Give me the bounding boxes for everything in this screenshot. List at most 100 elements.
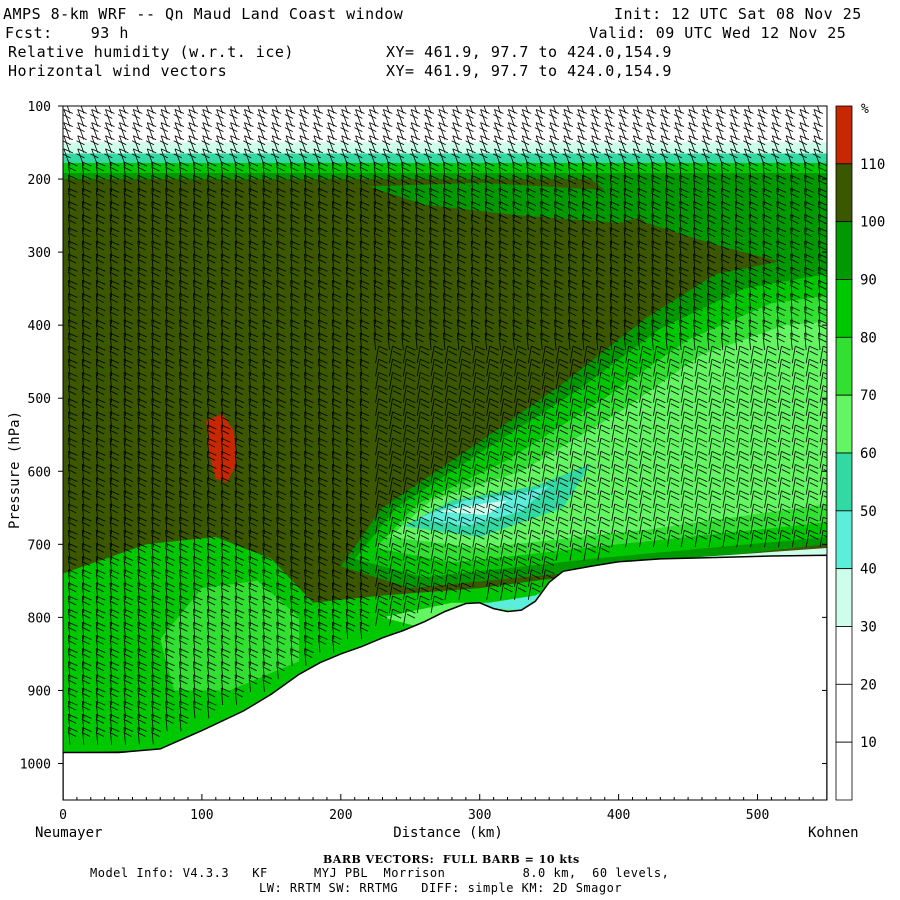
barb-staff	[165, 517, 168, 535]
barb-staff	[193, 293, 196, 311]
barb-staff	[290, 162, 293, 180]
barb-staff	[443, 188, 446, 206]
barb-staff	[165, 556, 168, 574]
barb-flag	[304, 293, 314, 298]
barb-staff	[430, 569, 435, 587]
barb-flag	[123, 718, 132, 724]
barb-flag	[192, 416, 202, 422]
barb-flag	[540, 166, 549, 172]
barb-staff	[193, 240, 196, 258]
barb-flag	[304, 464, 314, 469]
barb-flag	[137, 201, 148, 206]
barb-flag	[179, 556, 189, 561]
barb-flag	[563, 148, 574, 154]
barb-staff	[318, 346, 321, 364]
barb-flag	[145, 114, 155, 119]
barb-flag	[221, 543, 231, 548]
barb-flag	[592, 96, 601, 100]
barb-flag	[109, 464, 120, 469]
barb-flag	[234, 219, 243, 225]
barb-flag	[475, 345, 486, 351]
barb-staff	[344, 106, 349, 114]
barb-flag	[234, 534, 243, 540]
barb-flag	[378, 569, 388, 575]
barb-flag	[123, 214, 134, 220]
barb-flag	[568, 161, 578, 167]
barb-flag	[318, 621, 328, 627]
barb-flag	[165, 227, 175, 233]
barb-staff	[331, 530, 335, 548]
barb-flag	[276, 306, 286, 312]
barb-staff	[430, 477, 435, 495]
barb-staff	[554, 332, 557, 351]
barb-staff	[410, 109, 418, 127]
barb-flag	[81, 626, 91, 632]
barb-flag	[328, 96, 337, 100]
barb-flag	[545, 495, 555, 501]
barb-staff	[387, 214, 390, 232]
barb-flag	[207, 556, 217, 561]
barb-flag	[221, 240, 231, 246]
barb-flag	[484, 179, 494, 185]
barb-flag	[81, 192, 91, 198]
barb-flag	[165, 705, 174, 711]
barb-flag	[137, 174, 148, 180]
barb-flag	[165, 556, 175, 561]
barb-flag	[378, 424, 388, 430]
barb-flag	[165, 345, 175, 351]
barb-flag	[520, 114, 530, 119]
barb-flag	[206, 455, 216, 461]
barb-staff	[318, 543, 321, 561]
barb-flag	[392, 543, 402, 548]
barb-staff	[443, 306, 446, 324]
barb-flag	[248, 174, 259, 180]
barb-staff	[151, 425, 154, 443]
barb-flag	[243, 114, 252, 119]
barb-flag	[216, 109, 226, 114]
barb-staff	[165, 411, 168, 429]
barb-flag	[447, 450, 458, 456]
barb-staff	[527, 582, 532, 600]
barb-staff	[165, 201, 168, 219]
barb-flag	[230, 109, 240, 114]
barb-flag	[137, 437, 148, 443]
barb-flag	[359, 561, 369, 566]
barb-staff	[276, 490, 279, 508]
barb-staff	[568, 214, 571, 232]
barb-flag	[332, 529, 342, 535]
barb-staff	[470, 214, 474, 232]
barb-staff	[345, 490, 349, 508]
barb-flag	[248, 358, 259, 364]
barb-flag	[559, 534, 568, 540]
barb-flag	[192, 574, 202, 580]
barb-flag	[151, 285, 160, 290]
barb-flag	[480, 148, 490, 154]
barb-staff	[521, 148, 529, 167]
barb-flag	[109, 713, 120, 719]
barb-flag	[434, 411, 444, 417]
barb-staff	[206, 385, 210, 403]
barb-flag	[540, 306, 550, 312]
barb-flag	[192, 337, 202, 343]
barb-flag	[221, 411, 231, 417]
barb-flag	[554, 266, 564, 272]
barb-flag	[290, 166, 299, 172]
barb-flag	[202, 148, 212, 154]
barb-flag	[345, 298, 355, 303]
barb-flag	[109, 372, 120, 377]
barb-flag	[206, 613, 216, 619]
barb-staff	[514, 530, 518, 548]
barb-flag	[276, 450, 286, 456]
barb-flag	[243, 101, 251, 105]
barb-staff	[304, 214, 307, 232]
barb-flag	[498, 266, 509, 272]
barb-flag	[173, 140, 182, 146]
barb-flag	[461, 372, 472, 377]
barb-staff	[472, 451, 477, 469]
barb-flag	[434, 543, 444, 548]
barb-staff	[514, 398, 518, 416]
barb-flag	[406, 490, 416, 496]
barb-flag	[484, 227, 495, 233]
barb-flag	[531, 450, 541, 456]
barb-flag	[63, 135, 73, 141]
